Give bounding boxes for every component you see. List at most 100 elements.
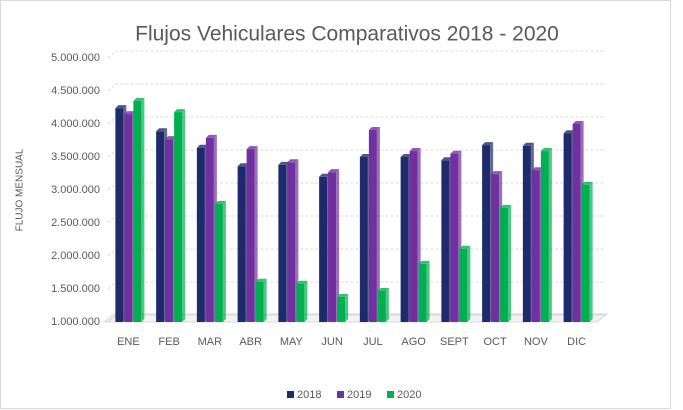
bar-top — [368, 126, 380, 130]
bar-top — [400, 154, 412, 157]
y-tick-label: 3.500.000 — [51, 151, 100, 163]
y-tick-label: 5.000.000 — [51, 52, 100, 64]
x-tick-label: OCT — [484, 336, 508, 348]
bar-side — [548, 148, 552, 322]
bar — [156, 131, 165, 322]
bar — [500, 207, 509, 322]
bar — [133, 100, 142, 323]
bar — [400, 157, 409, 322]
bar-top — [328, 169, 340, 173]
bar — [287, 162, 296, 322]
chart-title: Flujos Vehiculares Comparativos 2018 - 2… — [135, 23, 559, 46]
y-tick-label: 4.000.000 — [51, 118, 100, 130]
bar — [196, 147, 205, 322]
bar-side — [182, 109, 186, 323]
x-tick-label: JUL — [363, 336, 383, 348]
bar-top — [255, 278, 267, 282]
x-tick-label: AGO — [401, 336, 426, 348]
bar-top — [531, 167, 543, 171]
bar — [115, 108, 124, 322]
bar-top — [450, 150, 462, 154]
grid-line — [107, 83, 605, 92]
legend-swatch — [337, 391, 344, 398]
bar-side — [295, 159, 299, 322]
bar-side — [589, 181, 593, 322]
bar — [581, 184, 590, 322]
grid-line — [107, 50, 605, 59]
bar — [377, 290, 386, 322]
legend-swatch — [287, 391, 294, 398]
bar-side — [222, 200, 226, 322]
bar-top — [459, 245, 471, 249]
bar-top — [124, 111, 136, 115]
y-tick-label: 4.500.000 — [51, 85, 100, 97]
bar-side — [385, 287, 389, 322]
bar — [522, 145, 531, 322]
bar-top — [377, 287, 389, 291]
bar-top — [115, 105, 127, 109]
bar — [531, 170, 540, 322]
bar — [165, 139, 174, 322]
y-axis-label: FLUJO MENSUAL — [15, 148, 26, 231]
bar-top — [563, 130, 575, 134]
x-tick-label: NOV — [524, 336, 549, 348]
bar-top — [246, 146, 258, 150]
bar — [359, 157, 368, 322]
bar — [296, 283, 305, 322]
bar-side — [141, 97, 145, 323]
bar — [540, 151, 549, 322]
bar-side — [426, 260, 430, 322]
bar — [491, 174, 500, 322]
bar-top — [133, 97, 145, 101]
x-tick-label: MAY — [280, 336, 304, 348]
bar-top — [287, 159, 299, 163]
x-tick-label: MAR — [198, 336, 223, 348]
bar-top — [482, 142, 494, 146]
bar-top — [156, 128, 168, 132]
bar-top — [522, 142, 534, 146]
bar-top — [441, 157, 453, 161]
bar — [124, 114, 133, 322]
bar-top — [581, 181, 593, 185]
bar-top — [278, 161, 290, 165]
bar-top — [296, 280, 308, 284]
bar — [459, 248, 468, 322]
x-tick-label: DIC — [567, 336, 586, 348]
bar — [450, 153, 459, 322]
x-tick-label: ENE — [117, 336, 140, 348]
bar-top — [359, 154, 371, 157]
bar-top — [409, 148, 421, 152]
y-tick-label: 1.000.000 — [51, 316, 100, 328]
legend-swatch — [387, 391, 394, 398]
bar — [278, 164, 287, 322]
bar-top — [196, 144, 208, 148]
bar — [328, 172, 337, 322]
y-tick-label: 1.500.000 — [51, 283, 100, 295]
floor — [102, 313, 609, 323]
bar — [368, 129, 377, 322]
bar-top — [540, 148, 552, 152]
y-tick-label: 2.500.000 — [51, 217, 100, 229]
bar — [418, 263, 427, 322]
bar — [563, 133, 572, 322]
bar — [205, 137, 214, 322]
bar — [255, 281, 264, 322]
legend-label: 2018 — [297, 389, 321, 401]
y-tick-label: 3.000.000 — [51, 184, 100, 196]
bar — [409, 151, 418, 322]
bar-top — [319, 173, 331, 177]
bar-top — [500, 204, 512, 208]
bar-top — [205, 134, 217, 138]
bar — [214, 203, 223, 322]
bar-top — [174, 109, 186, 113]
bar-side — [304, 280, 308, 322]
bar-top — [491, 171, 503, 175]
bar-top — [337, 293, 349, 297]
x-tick-label: FEB — [158, 336, 179, 348]
y-tick-label: 2.000.000 — [51, 250, 100, 262]
bar — [246, 149, 255, 322]
bar — [572, 124, 581, 322]
bar-side — [263, 278, 267, 322]
bar-top — [418, 260, 430, 264]
bar-side — [467, 245, 471, 322]
